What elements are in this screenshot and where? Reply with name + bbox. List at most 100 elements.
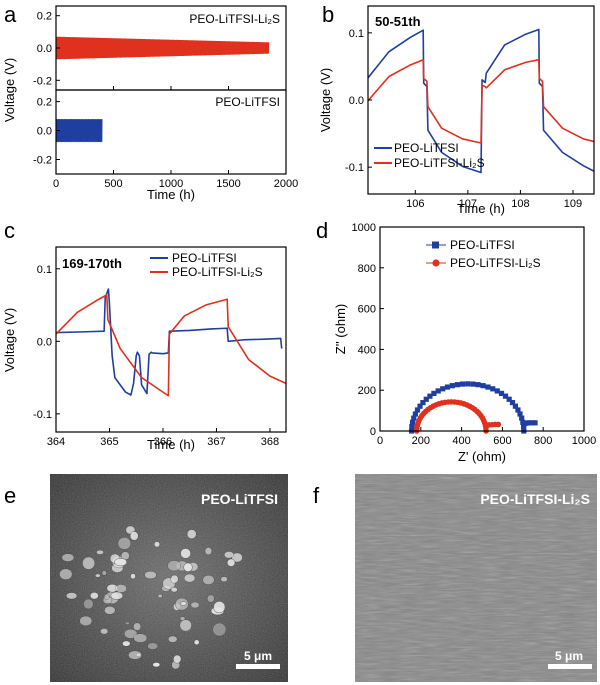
panel-d-point-litfsi bbox=[523, 420, 529, 426]
panel-d-x-tick-label: 600 bbox=[493, 435, 511, 447]
panel-e-scale-bar bbox=[236, 664, 280, 669]
panel-d-legend: PEO-LiTFSI PEO-LiTFSI-Li₂S bbox=[426, 238, 541, 270]
panel-b-y-axis-label: Voltage (V) bbox=[318, 68, 333, 132]
panel-d-point-litfsi bbox=[440, 386, 446, 392]
panel-d-point-litfsi bbox=[502, 393, 509, 399]
panel-c-x-axis-label: Time (h) bbox=[147, 437, 195, 452]
panel-f-sample-label: PEO-LiTFSI-Li₂S bbox=[480, 491, 590, 507]
panel-c-axes: 364 365 366 367 368 -0.1 0.0 0.1 bbox=[33, 264, 279, 448]
panel-d-point-litfsi bbox=[454, 382, 461, 388]
panel-b-x-tick-label: 106 bbox=[406, 198, 424, 210]
panel-d-point-litfsi bbox=[409, 424, 415, 430]
panel-d-point-litfsi bbox=[444, 384, 451, 390]
panel-d-x-tick-label: 800 bbox=[534, 435, 552, 447]
panel-c-series-li2s-line bbox=[56, 294, 286, 397]
panel-d-point-litfsi bbox=[529, 420, 535, 426]
panel-e-particle bbox=[153, 541, 160, 548]
panel-e-particle bbox=[152, 662, 161, 668]
panel-a-top-y-tick-label: 0.0 bbox=[37, 43, 52, 55]
panel-d-legend-marker-litfsi bbox=[432, 241, 439, 249]
panel-b-y-tick-label: 0.0 bbox=[349, 95, 364, 107]
panel-c-label: c bbox=[4, 218, 15, 243]
panel-c-y-tick-label: 0.1 bbox=[37, 264, 52, 276]
panel-e-particle bbox=[122, 640, 131, 647]
panel-a-label: a bbox=[4, 2, 17, 27]
panel-c-inset-title: 169-170th bbox=[62, 256, 122, 271]
panel-d-point-litfsi bbox=[459, 381, 466, 387]
panel-d-y-tick-label: 0 bbox=[370, 426, 376, 438]
panel-e-label: e bbox=[4, 483, 16, 508]
panel-b-label: b bbox=[322, 2, 334, 27]
panel-d-x-tick-label: 400 bbox=[452, 435, 470, 447]
panel-b-legend-label-litfsi: PEO-LiTFSI bbox=[394, 141, 459, 155]
panel-d: d 0 200 400 600 800 1000 0 200 400 600 800 1000 PEO… bbox=[316, 218, 596, 464]
panel-e-particle bbox=[123, 628, 138, 639]
panel-a-y-axis-label: Voltage (V) bbox=[2, 58, 17, 122]
panel-b-inset-title: 50-51th bbox=[375, 14, 421, 29]
panel-a-bottom-x-tick-label: 1500 bbox=[216, 178, 240, 190]
panel-d-point-litfsi bbox=[480, 383, 486, 389]
panel-a-bottom-y-tick-label: 0.2 bbox=[37, 97, 52, 109]
panel-a-bottom-y-tick-label: -0.2 bbox=[33, 155, 52, 167]
panel-b-x-tick-label: 107 bbox=[459, 198, 477, 210]
panel-e-particle bbox=[59, 568, 73, 580]
panel-c-x-tick-label: 365 bbox=[100, 436, 118, 448]
panel-e-scale-bar-label: 5 μm bbox=[244, 649, 272, 663]
panel-a: a -0.2 0.0 0.2 0 500 1000 1500 2000 -0.2 0.0 0.2 P… bbox=[2, 2, 298, 202]
panel-d-point-litfsi bbox=[412, 411, 419, 417]
panel-e-particle bbox=[133, 633, 148, 643]
panel-d-label: d bbox=[316, 218, 328, 243]
panel-f-scale-bar bbox=[548, 664, 592, 669]
panel-b-y-tick-label: -0.1 bbox=[345, 162, 364, 174]
panel-e-particle bbox=[180, 548, 191, 559]
panel-e-particle bbox=[183, 562, 193, 572]
panel-e-particle bbox=[96, 549, 104, 555]
panel-e-particle bbox=[130, 573, 136, 580]
panel-e-particle bbox=[129, 531, 139, 541]
panel-e-particle bbox=[227, 558, 236, 567]
panel-e: e PEO-LiTFSI 5 μm bbox=[4, 474, 288, 682]
panel-d-plot-area bbox=[409, 381, 538, 434]
panel-e-particle bbox=[179, 619, 192, 632]
panel-e-particle bbox=[170, 587, 178, 593]
panel-e-particle bbox=[125, 621, 130, 625]
panel-b-plot-area bbox=[368, 28, 594, 174]
panel-f: f PEO-LiTFSI-Li₂S 5 μm bbox=[313, 474, 597, 682]
panel-b-x-axis-label: Time (h) bbox=[457, 201, 505, 216]
panel-d-y-tick-label: 1000 bbox=[352, 222, 376, 234]
panel-e-particle bbox=[133, 622, 142, 631]
panel-d-x-tick-label: 0 bbox=[377, 435, 383, 447]
panel-e-particle bbox=[183, 573, 196, 583]
panel-c-y-axis-label: Voltage (V) bbox=[2, 308, 17, 372]
panel-e-particle bbox=[204, 547, 213, 555]
panel-a-bottom-x-tick-label: 2000 bbox=[274, 178, 298, 190]
panel-e-particle bbox=[202, 574, 215, 585]
panel-c-series-litfsi-line bbox=[56, 288, 283, 396]
panel-a-bottom-x-tick-label: 0 bbox=[53, 178, 59, 190]
panel-a-top-y-tick-label: -0.2 bbox=[33, 75, 52, 87]
panel-d-point-litfsi bbox=[409, 419, 416, 425]
panel-e-particle bbox=[220, 576, 228, 583]
panel-d-point-litfsi bbox=[506, 396, 512, 402]
panel-d-axes: 0 200 400 600 800 1000 0 200 400 600 800 1000 bbox=[352, 222, 597, 447]
panel-d-point-litfsi bbox=[470, 381, 476, 387]
panel-d-point-litfsi bbox=[526, 420, 532, 426]
panel-d-point-litfsi bbox=[431, 390, 437, 396]
panel-d-point-litfsi bbox=[517, 411, 523, 417]
panel-c-legend-label-li2s: PEO-LiTFSI-Li₂S bbox=[172, 265, 263, 279]
panel-a-bottom-series-line bbox=[56, 118, 103, 143]
panel-c-x-tick-label: 366 bbox=[154, 436, 172, 448]
panel-d-point-litfsi bbox=[475, 382, 481, 388]
panel-d-y-axis-label: Z'' (ohm) bbox=[333, 304, 348, 354]
panel-d-point-litfsi bbox=[417, 403, 423, 409]
panel-d-point-litfsi bbox=[509, 400, 516, 406]
panel-e-particle bbox=[128, 650, 142, 660]
panel-d-legend-marker-li2s bbox=[432, 259, 440, 267]
panel-c-y-tick-label: 0.0 bbox=[37, 336, 52, 348]
panel-d-point-litfsi bbox=[435, 388, 441, 394]
panel-e-particle bbox=[173, 654, 182, 664]
panel-e-particle bbox=[212, 622, 227, 637]
panel-e-particle bbox=[83, 598, 94, 610]
panel-b-legend: PEO-LiTFSI PEO-LiTFSI-Li₂S bbox=[374, 141, 485, 170]
